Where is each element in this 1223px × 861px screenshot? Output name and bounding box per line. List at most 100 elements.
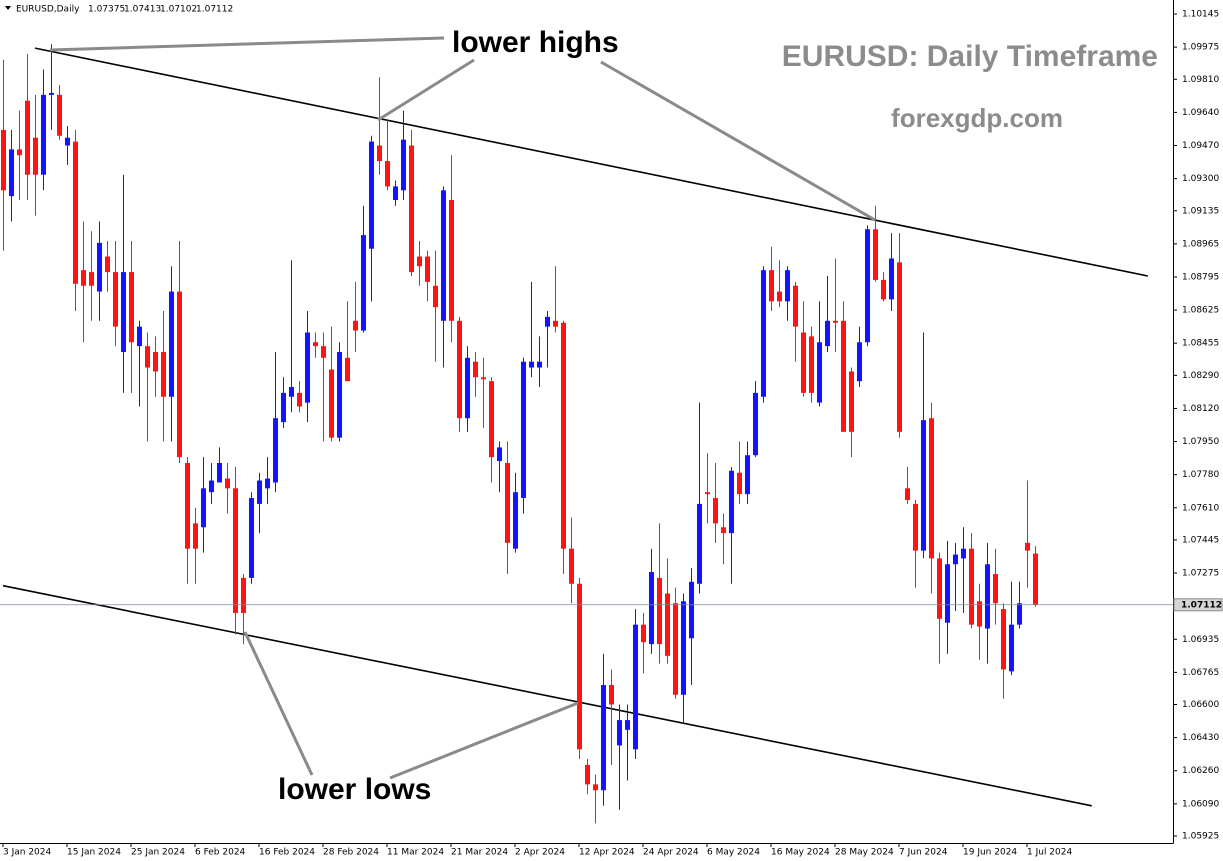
x-tick-label: 16 Feb 2024 xyxy=(259,848,315,858)
price-marker-label: 1.07112 xyxy=(1181,600,1222,610)
candle-body xyxy=(425,256,430,282)
candle-body xyxy=(457,320,462,419)
candle-body xyxy=(121,272,126,352)
candle-body xyxy=(353,320,358,331)
candle-body xyxy=(65,137,70,146)
candle-body xyxy=(1009,624,1014,672)
pointers xyxy=(49,36,876,780)
candle-body xyxy=(753,392,758,456)
candle-body xyxy=(961,548,966,559)
chart-subtitle: forexgdp.com xyxy=(891,103,1063,133)
candle-body xyxy=(1033,553,1038,605)
x-tick-label: 21 Mar 2024 xyxy=(451,848,508,858)
candle-body xyxy=(713,498,718,524)
candle-body xyxy=(129,272,134,343)
header-high: 1.07413 xyxy=(124,5,161,15)
candle-body xyxy=(49,92,54,95)
candle-body xyxy=(345,357,350,382)
candle-body xyxy=(57,94,62,136)
candle-body xyxy=(9,149,14,197)
candle-body xyxy=(505,462,510,543)
plot xyxy=(0,44,1173,824)
candle-body xyxy=(977,601,982,627)
candle-body xyxy=(905,488,910,500)
candle-body xyxy=(617,720,622,746)
candle-body xyxy=(313,342,318,347)
trend-line xyxy=(34,47,1148,277)
candle-body xyxy=(889,258,894,300)
candle-body xyxy=(609,685,614,705)
candle-body xyxy=(865,229,870,343)
candle-body xyxy=(33,137,38,175)
candle-body xyxy=(689,581,694,639)
candle-body xyxy=(89,272,94,286)
candle-body xyxy=(537,361,542,368)
candle-body xyxy=(417,256,422,267)
x-tick-label: 16 May 2024 xyxy=(771,848,830,858)
y-tick-label: 1.08455 xyxy=(1182,339,1219,349)
y-tick-label: 1.08965 xyxy=(1182,239,1219,249)
x-tick-label: 24 Apr 2024 xyxy=(643,848,699,858)
candle-body xyxy=(985,564,990,629)
candle-body xyxy=(785,270,790,302)
menu-arrow xyxy=(5,6,11,10)
candle-body xyxy=(849,371,854,432)
pointer xyxy=(377,58,475,122)
candle-body xyxy=(433,285,438,308)
candle-body xyxy=(25,100,30,175)
y-tick-label: 1.06430 xyxy=(1182,733,1219,743)
x-tick-label: 28 Feb 2024 xyxy=(323,848,379,858)
candle-body xyxy=(897,262,902,432)
candle-body xyxy=(81,270,86,286)
candle-body xyxy=(1017,603,1022,625)
candle-body xyxy=(729,470,734,534)
price-marker xyxy=(1173,598,1223,612)
candle-body xyxy=(545,316,550,327)
candle-body xyxy=(153,351,158,372)
y-tick-label: 1.09300 xyxy=(1182,174,1219,184)
x-tick-label: 2 Apr 2024 xyxy=(515,848,565,858)
candle-body xyxy=(449,200,454,321)
y-tick-label: 1.06765 xyxy=(1182,668,1219,678)
candle-body xyxy=(801,332,806,393)
candle-body xyxy=(305,332,310,403)
candle-body xyxy=(161,351,166,397)
candle-body xyxy=(529,361,534,368)
candle-body xyxy=(625,720,630,730)
candle-body xyxy=(793,285,798,327)
x-tick-label: 11 Mar 2024 xyxy=(387,848,444,858)
x-tick-label: 6 May 2024 xyxy=(707,848,760,858)
candle-body xyxy=(833,320,838,323)
candle-body xyxy=(697,503,702,584)
x-tick-label: 3 Jan 2024 xyxy=(3,848,51,858)
candle-body xyxy=(913,503,918,551)
candle-body xyxy=(817,342,822,403)
candle-body xyxy=(321,346,326,358)
candle-body xyxy=(1001,609,1006,670)
candle-body xyxy=(953,554,958,565)
candle-body xyxy=(721,527,726,534)
header-close: 1.07112 xyxy=(196,5,233,15)
candle-body xyxy=(649,572,654,645)
x-tick-label: 19 Jun 2024 xyxy=(963,848,1017,858)
y-tick-label: 1.09640 xyxy=(1182,108,1219,118)
y-tick-label: 1.08290 xyxy=(1182,371,1219,381)
candle-body xyxy=(873,229,878,280)
y-tick-label: 1.05925 xyxy=(1182,831,1219,841)
candle-body xyxy=(641,624,646,643)
x-tick-label: 1 Jul 2024 xyxy=(1027,848,1072,858)
candle-body xyxy=(1,129,6,191)
symbol: EURUSD,Daily xyxy=(16,5,80,15)
candle-body xyxy=(921,420,926,551)
candle-body xyxy=(481,377,486,380)
candle-body xyxy=(937,558,942,619)
candle-body xyxy=(17,149,22,156)
candle-body xyxy=(1025,542,1030,551)
candle-body xyxy=(593,784,598,791)
annotation: lower lows xyxy=(278,773,431,806)
candle-body xyxy=(601,685,606,791)
candle-body xyxy=(329,369,334,438)
candle-body xyxy=(105,256,110,273)
candle-body xyxy=(185,462,190,549)
candle-body xyxy=(553,320,558,327)
